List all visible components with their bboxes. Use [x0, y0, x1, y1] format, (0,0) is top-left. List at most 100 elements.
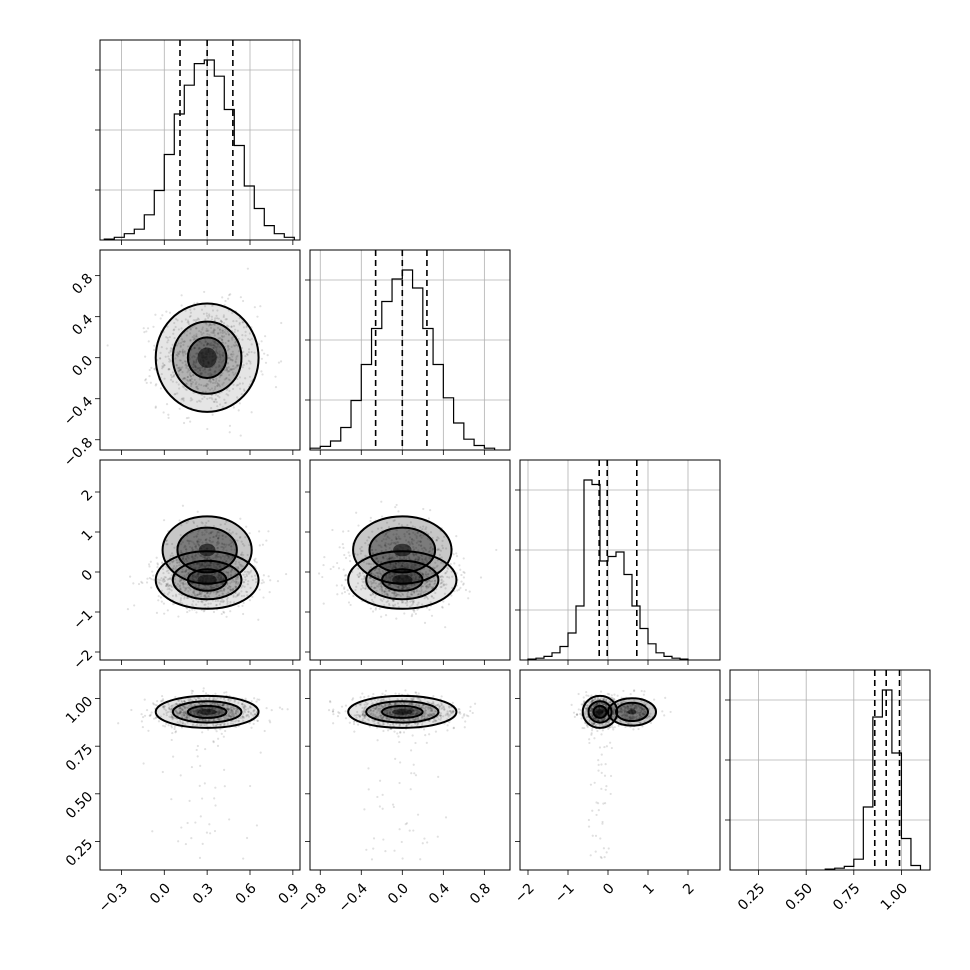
- sample-point: [222, 588, 225, 591]
- sample-point: [162, 706, 165, 709]
- sample-point: [446, 575, 449, 579]
- sample-point: [415, 590, 418, 593]
- sample-point: [258, 698, 261, 701]
- sample-point: [182, 421, 186, 425]
- sample-point: [450, 570, 453, 573]
- sample-point: [442, 705, 445, 708]
- sample-point: [181, 722, 184, 726]
- sample-point: [419, 526, 422, 529]
- sample-point: [183, 546, 186, 549]
- sample-point: [175, 564, 178, 568]
- sample-point: [405, 586, 409, 590]
- sample-point: [214, 370, 217, 373]
- sample-point: [200, 592, 203, 595]
- sample-point: [170, 716, 173, 719]
- sample-point: [184, 570, 187, 574]
- sample-point: [232, 578, 235, 582]
- sample-point: [178, 579, 181, 582]
- sample-point: [226, 362, 230, 365]
- sample-point: [383, 604, 386, 607]
- sample-point: [177, 840, 180, 843]
- sample-point: [177, 367, 181, 370]
- sample-point: [217, 537, 220, 540]
- sample-point: [431, 548, 434, 551]
- sample-point: [149, 381, 152, 384]
- sample-point: [203, 367, 206, 370]
- sample-point: [387, 583, 390, 586]
- sample-point: [202, 687, 205, 690]
- sample-point: [168, 587, 171, 590]
- sample-point: [367, 719, 371, 722]
- sample-point: [394, 567, 397, 570]
- sample-point: [196, 712, 199, 716]
- sample-point: [231, 588, 235, 591]
- sample-point: [403, 702, 406, 705]
- sample-point: [407, 541, 410, 544]
- sample-point: [385, 717, 388, 720]
- sample-point: [440, 581, 444, 584]
- sample-point: [173, 373, 176, 376]
- sample-point: [162, 580, 165, 583]
- sample-point: [228, 818, 231, 821]
- sample-point: [436, 536, 439, 539]
- sample-point: [214, 724, 218, 727]
- sample-point: [361, 692, 364, 695]
- sample-point: [200, 554, 203, 557]
- sample-point: [389, 563, 392, 566]
- sample-point: [422, 550, 425, 553]
- sample-point: [129, 575, 132, 578]
- sample-point: [223, 331, 226, 334]
- sample-point: [204, 603, 207, 606]
- sample-point: [193, 378, 196, 381]
- sample-point: [452, 553, 455, 556]
- sample-point: [370, 572, 373, 575]
- sample-point: [323, 556, 326, 559]
- sample-point: [182, 722, 185, 725]
- sample-point: [196, 540, 200, 544]
- sample-point: [216, 555, 219, 558]
- sample-point: [375, 711, 378, 714]
- sample-point: [209, 602, 212, 605]
- sample-point: [198, 399, 201, 402]
- sample-point: [201, 390, 205, 393]
- sample-point: [158, 357, 162, 360]
- sample-point: [448, 576, 451, 579]
- sample-point: [189, 380, 192, 383]
- sample-point: [373, 596, 376, 599]
- sample-point: [179, 533, 182, 537]
- sample-point: [185, 383, 188, 386]
- sample-point: [174, 695, 177, 699]
- sample-point: [389, 573, 392, 576]
- sample-point: [229, 711, 232, 714]
- sample-point: [177, 373, 181, 376]
- sample-point: [418, 575, 421, 579]
- sample-point: [162, 724, 165, 727]
- sample-point: [221, 582, 224, 585]
- sample-point: [189, 399, 192, 402]
- sample-point: [214, 554, 217, 557]
- sample-point: [417, 557, 420, 560]
- sample-point: [385, 600, 388, 604]
- sample-point: [246, 590, 249, 594]
- sample-point: [216, 384, 219, 387]
- sample-point: [203, 707, 206, 710]
- sample-point: [178, 387, 181, 390]
- sample-point: [250, 575, 253, 578]
- sample-point: [244, 578, 247, 581]
- sample-point: [343, 553, 346, 557]
- sample-point: [235, 580, 239, 583]
- sample-point: [226, 587, 229, 590]
- sample-point: [179, 359, 183, 362]
- sample-point: [216, 723, 219, 726]
- sample-point: [203, 533, 206, 536]
- sample-point: [410, 615, 413, 618]
- sample-point: [194, 352, 197, 355]
- sample-point: [379, 572, 382, 575]
- sample-point: [317, 572, 321, 575]
- sample-point: [261, 543, 265, 546]
- sample-point: [207, 719, 210, 722]
- sample-point: [176, 353, 179, 356]
- sample-point: [223, 335, 226, 338]
- sample-point: [229, 293, 232, 296]
- sample-point: [411, 565, 415, 569]
